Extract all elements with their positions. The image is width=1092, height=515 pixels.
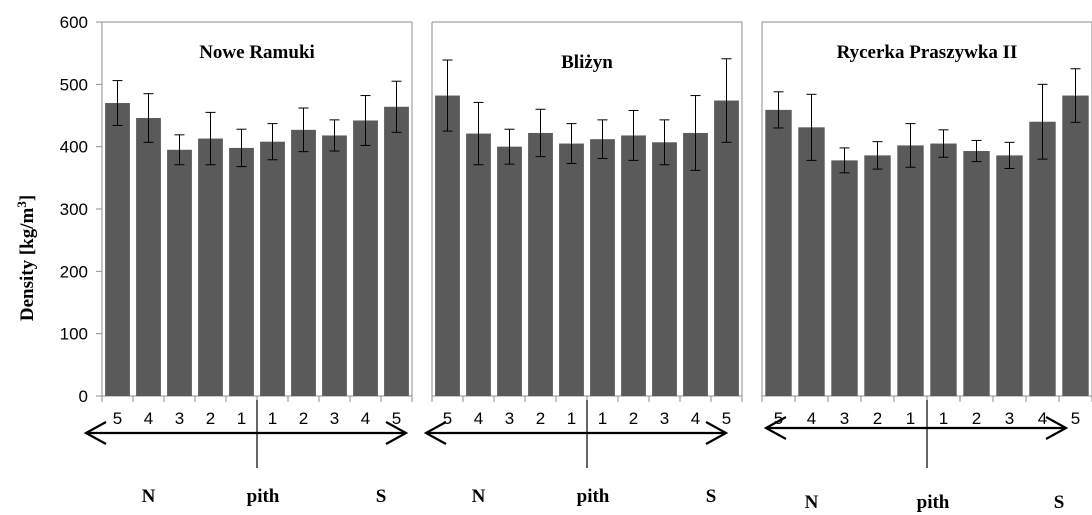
panel: 5 4 3 2 1 1 2 3 4 5 Bliżyn N pith S	[423, 21, 743, 507]
x-tick-label: 1	[567, 409, 576, 428]
bar	[590, 139, 615, 397]
direction-label-north: N	[142, 486, 156, 507]
x-tick-label: 5	[722, 409, 731, 428]
x-tick-label: 2	[972, 409, 981, 428]
x-tick-label: 4	[1038, 409, 1047, 428]
panel-title: Bliżyn	[561, 52, 613, 73]
x-tick-label: 3	[330, 409, 339, 428]
bar	[1029, 121, 1056, 396]
bar	[528, 132, 553, 396]
bar	[1062, 95, 1089, 396]
arrow-head-left	[83, 421, 107, 445]
x-tick-label: 1	[906, 409, 915, 428]
bar	[105, 103, 130, 397]
bar	[435, 95, 460, 396]
x-tick-label: 5	[1071, 409, 1080, 428]
bar	[798, 127, 825, 397]
direction-label-north: N	[472, 486, 486, 507]
bar	[136, 117, 161, 396]
bar	[996, 155, 1023, 396]
bar	[353, 120, 378, 396]
y-tick-label: 500	[60, 75, 88, 94]
direction-label-pith: pith	[247, 486, 280, 507]
bar	[621, 135, 646, 397]
y-axis-title-end: ]	[17, 195, 38, 201]
arrow-head-right	[1045, 416, 1069, 440]
x-tick-label: 4	[474, 409, 483, 428]
bar	[897, 145, 924, 396]
bar	[930, 143, 957, 396]
x-tick-label: 1	[237, 409, 246, 428]
chart-panels: 5 4 3 2 1 1 2 3 4 5 Nowe Ramuki N pith S 5 4 3 2 1 1 2 3 4 5 Bli…	[83, 21, 1092, 513]
panel-title: Nowe Ramuki	[199, 42, 315, 63]
arrow-head-right	[705, 421, 729, 445]
x-tick-label: 5	[443, 409, 452, 428]
x-tick-label: 3	[1005, 409, 1014, 428]
x-tick-label: 1	[598, 409, 607, 428]
y-tick-label: 600	[60, 13, 88, 32]
y-axis-title: Density [kg/m3]	[14, 195, 38, 321]
panel: 5 4 3 2 1 1 2 3 4 5 Nowe Ramuki N pith S	[83, 21, 413, 507]
direction-label-north: N	[805, 492, 819, 513]
bar	[260, 141, 285, 396]
x-tick-label: 3	[660, 409, 669, 428]
direction-label-pith: pith	[917, 492, 950, 513]
direction-label-south: S	[1054, 492, 1065, 513]
bar	[963, 151, 990, 396]
y-tick-label: 300	[60, 200, 88, 219]
y-axis-title-main: Density [kg/m	[17, 208, 38, 322]
x-tick-label: 4	[691, 409, 700, 428]
bar	[864, 155, 891, 396]
y-axis-title-sup: 3	[14, 201, 29, 208]
bar	[831, 160, 858, 396]
x-tick-label: 5	[392, 409, 401, 428]
bar	[198, 138, 223, 396]
bar	[497, 146, 522, 396]
bar	[559, 143, 584, 396]
bar	[229, 147, 254, 396]
x-tick-label: 2	[536, 409, 545, 428]
direction-label-south: S	[376, 486, 387, 507]
arrow-head-left	[763, 416, 787, 440]
y-tick-label: 200	[60, 262, 88, 281]
x-tick-label: 2	[629, 409, 638, 428]
y-tick-label: 400	[60, 138, 88, 157]
x-tick-label: 3	[840, 409, 849, 428]
x-tick-label: 4	[361, 409, 370, 428]
x-tick-label: 5	[113, 409, 122, 428]
panel-title: Rycerka Praszywka II	[837, 42, 1018, 63]
bar	[322, 135, 347, 397]
x-tick-label: 2	[206, 409, 215, 428]
x-tick-label: 2	[299, 409, 308, 428]
x-tick-label: 1	[268, 409, 277, 428]
x-tick-label: 1	[939, 409, 948, 428]
x-tick-label: 3	[505, 409, 514, 428]
x-tick-label: 4	[807, 409, 816, 428]
bar	[683, 132, 708, 396]
x-tick-label: 3	[175, 409, 184, 428]
x-tick-label: 5	[774, 409, 783, 428]
arrow-head-right	[385, 421, 409, 445]
x-tick-label: 2	[873, 409, 882, 428]
direction-label-south: S	[706, 486, 717, 507]
y-tick-label: 100	[60, 325, 88, 344]
panel: 5 4 3 2 1 1 2 3 4 5 Rycerka Praszywka II N pith S	[761, 21, 1092, 513]
bar	[384, 106, 409, 397]
bar	[466, 133, 491, 396]
arrow-head-left	[423, 421, 447, 445]
y-axis: 0 100 200 300 400 500 600	[60, 13, 103, 406]
direction-label-pith: pith	[577, 486, 610, 507]
bar	[652, 142, 677, 396]
x-tick-label: 4	[144, 409, 153, 428]
y-tick-label: 0	[79, 387, 88, 406]
bar	[714, 100, 739, 396]
bar	[291, 129, 316, 396]
bar	[765, 109, 792, 396]
bar	[167, 149, 192, 396]
